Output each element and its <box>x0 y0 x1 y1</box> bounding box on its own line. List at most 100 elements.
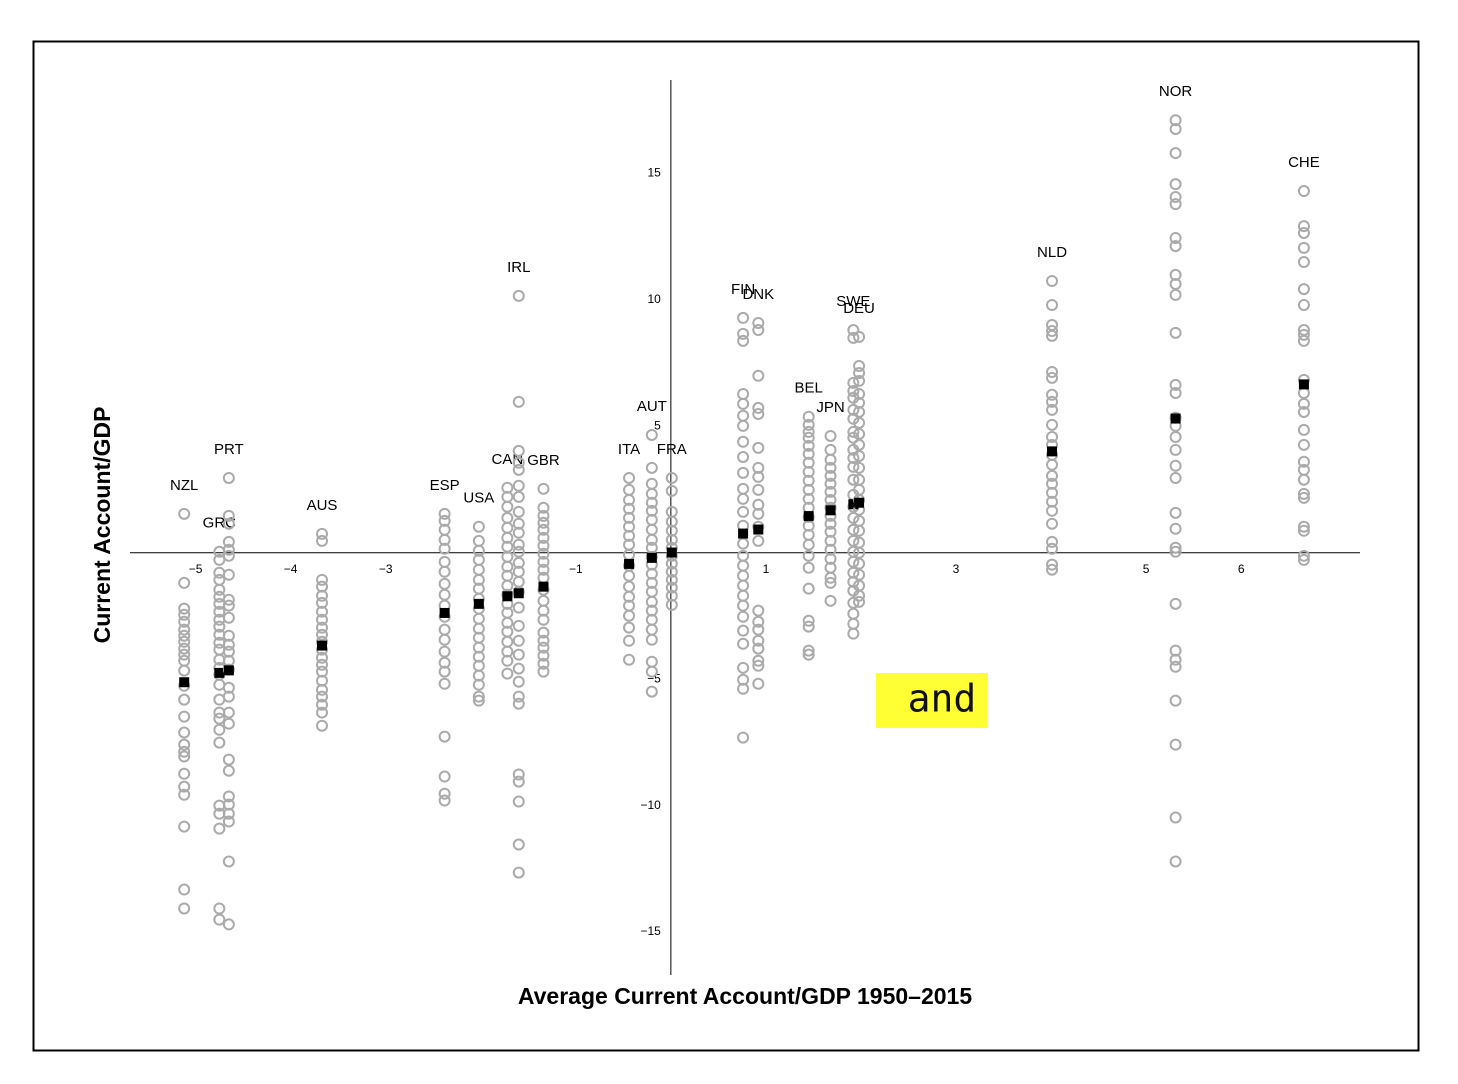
data-point <box>512 634 525 647</box>
data-point <box>178 648 191 661</box>
data-point <box>537 539 550 552</box>
data-point <box>316 698 329 711</box>
country-group: FRA <box>657 441 687 611</box>
data-point <box>1297 328 1310 341</box>
data-point <box>1046 371 1059 384</box>
data-point <box>537 665 550 678</box>
data-point <box>501 511 514 524</box>
data-point <box>623 590 636 603</box>
data-point <box>512 675 525 688</box>
data-point <box>645 595 658 608</box>
data-point <box>752 615 765 628</box>
y-tick-label: 5 <box>654 419 661 433</box>
data-point <box>1169 545 1182 558</box>
data-point <box>512 775 525 788</box>
data-point <box>645 428 658 441</box>
data-point <box>537 482 550 495</box>
data-point <box>222 918 235 931</box>
data-point <box>824 469 837 482</box>
x-tick-label: 3 <box>953 562 960 576</box>
data-point <box>737 537 750 550</box>
x-tick-label: 5 <box>1143 562 1150 576</box>
country-label: AUS <box>307 497 338 514</box>
data-point <box>1169 123 1182 136</box>
data-point <box>537 594 550 607</box>
data-point <box>222 706 235 719</box>
data-point <box>737 409 750 422</box>
data-point <box>537 657 550 670</box>
data-point <box>737 450 750 463</box>
data-point <box>178 654 191 667</box>
data-point <box>1297 473 1310 486</box>
data-point <box>438 623 451 636</box>
data-point <box>645 487 658 500</box>
data-point <box>512 456 525 469</box>
data-point <box>537 501 550 514</box>
data-point <box>512 768 525 781</box>
country-label: NOR <box>1159 83 1193 100</box>
data-point <box>737 682 750 695</box>
data-point <box>665 471 678 484</box>
data-point <box>537 547 550 560</box>
data-point <box>853 367 866 380</box>
mean-marker <box>854 497 865 508</box>
data-point <box>737 579 750 592</box>
data-point <box>645 685 658 698</box>
data-point <box>824 576 837 589</box>
data-point <box>802 614 815 627</box>
data-point <box>752 407 765 420</box>
data-point <box>222 690 235 703</box>
data-point <box>1169 178 1182 191</box>
data-point <box>501 616 514 629</box>
data-point <box>645 523 658 536</box>
data-point <box>213 736 226 749</box>
data-point <box>752 604 765 617</box>
data-point <box>537 516 550 529</box>
data-point <box>316 651 329 664</box>
data-point <box>737 466 750 479</box>
data-point <box>316 589 329 602</box>
data-point <box>623 580 636 593</box>
data-point <box>178 883 191 896</box>
frame <box>32 40 1420 1052</box>
data-point <box>645 665 658 678</box>
data-point <box>1297 226 1310 239</box>
data-point <box>737 661 750 674</box>
country-label: NZL <box>170 477 198 494</box>
data-point <box>853 557 866 570</box>
data-point <box>824 453 837 466</box>
data-point <box>512 545 525 558</box>
data-point <box>802 644 815 657</box>
mean-marker <box>179 677 190 688</box>
data-point <box>824 485 837 498</box>
data-point <box>178 629 191 642</box>
data-point <box>1169 430 1182 443</box>
data-point <box>222 517 235 530</box>
data-point <box>512 662 525 675</box>
data-point <box>472 678 485 691</box>
data-point <box>222 807 235 820</box>
data-point <box>222 568 235 581</box>
country-group: NLD <box>1037 244 1067 576</box>
data-point <box>623 471 636 484</box>
country-label: AUT <box>637 398 667 415</box>
data-point <box>752 534 765 547</box>
data-point <box>512 690 525 703</box>
data-point <box>1297 334 1310 347</box>
data-point <box>316 621 329 634</box>
data-point <box>802 439 815 452</box>
data-point <box>537 531 550 544</box>
data-point <box>1297 549 1310 562</box>
data-point <box>802 418 815 431</box>
mean-marker <box>624 558 635 569</box>
data-point <box>853 595 866 608</box>
data-point <box>1046 558 1059 571</box>
mean-marker <box>803 511 814 522</box>
data-point <box>438 665 451 678</box>
data-point <box>178 507 191 520</box>
data-point <box>853 438 866 451</box>
country-label: ESP <box>430 477 460 494</box>
data-point <box>537 509 550 522</box>
